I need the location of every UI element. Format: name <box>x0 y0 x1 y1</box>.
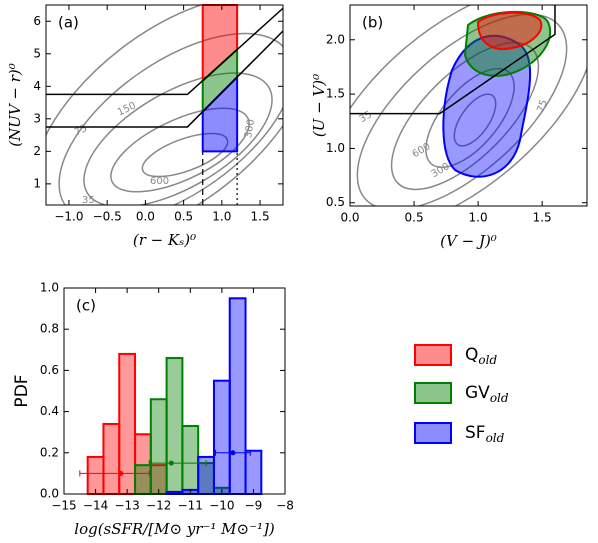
x-tick-label: −13 <box>114 499 139 513</box>
y-tick-label: 5 <box>33 46 41 60</box>
x-tick-label: 1.0 <box>469 211 488 225</box>
mean-point <box>230 450 236 456</box>
y-tick-label: 3 <box>33 111 41 125</box>
y-tick-label: 0.2 <box>40 445 59 459</box>
x-tick-label: 1.5 <box>533 211 552 225</box>
y-tick-label: 4 <box>33 79 41 93</box>
y-tick-label: 0.4 <box>40 404 59 418</box>
sf-region <box>442 34 532 178</box>
y-tick-label: 0.6 <box>40 363 59 377</box>
legend-label: SFold <box>465 423 505 445</box>
legend-name: GV <box>465 383 490 403</box>
q-region <box>476 11 543 50</box>
x-tick-label: −14 <box>83 499 108 513</box>
x-tick-label: 1.5 <box>251 210 270 224</box>
contour-label: 600 <box>150 176 169 187</box>
y-tick-label: 1.0 <box>326 141 345 155</box>
density-contours-a <box>46 5 283 205</box>
plot-area <box>46 4 284 205</box>
histogram-bar <box>86 455 105 496</box>
contour-label: 300 <box>243 118 257 139</box>
x-tick-label: 0.5 <box>174 210 193 224</box>
legend-name: Q <box>465 345 478 365</box>
x-tick-label: −0.5 <box>93 210 122 224</box>
boundary-line <box>350 5 556 115</box>
y-axis-label: PDF <box>12 374 32 407</box>
legend-label: Qold <box>465 345 497 367</box>
x-axis-label: (V − J)⁰ <box>440 232 497 250</box>
x-tick-label: 0.0 <box>340 211 359 225</box>
y-axis-label: (U − V)⁰ <box>310 74 328 137</box>
y-tick-label: 1 <box>33 176 41 190</box>
legend-subscript: old <box>478 353 497 367</box>
plot-area <box>79 297 263 496</box>
axes-frame <box>349 4 588 207</box>
legend-name: SF <box>465 423 486 443</box>
panel-label: (c) <box>76 297 96 315</box>
y-tick-label: 1.0 <box>40 281 59 295</box>
legend-subscript: old <box>490 391 509 405</box>
histogram-bar <box>149 398 168 495</box>
x-tick-label: −15 <box>51 499 76 513</box>
contour-label: 75 <box>535 98 550 114</box>
legend-swatch <box>414 382 452 404</box>
legend-swatch <box>414 422 452 444</box>
x-axis-label: (r − Kₛ)⁰ <box>133 231 196 249</box>
plot-area <box>350 5 556 115</box>
x-tick-label: −10 <box>209 499 234 513</box>
y-tick-label: 2 <box>33 144 41 158</box>
y-tick-label: 1.5 <box>326 87 345 101</box>
contour-label: 600 <box>411 141 433 160</box>
contour-label: 300 <box>430 161 452 180</box>
legend-subscript: old <box>486 431 505 445</box>
y-tick-label: 0.8 <box>40 322 59 336</box>
boundary-line <box>46 30 284 128</box>
mean-point <box>168 460 174 466</box>
x-tick-label: 0.5 <box>405 211 424 225</box>
density-contours-b <box>350 5 587 206</box>
x-tick-label: −8 <box>276 499 294 513</box>
x-tick-label: 0.0 <box>136 210 155 224</box>
histogram-bar <box>212 379 231 496</box>
legend-swatch <box>414 344 452 366</box>
y-tick-label: 6 <box>33 14 41 28</box>
x-tick-label: −11 <box>178 499 203 513</box>
x-axis-label: log(sSFR/[M⊙ yr⁻¹ M⊙⁻¹]) <box>74 520 275 538</box>
legend-label: GVold <box>465 383 509 405</box>
axes-frame <box>45 4 284 206</box>
contour-label: 35 <box>358 109 375 125</box>
histogram-bar <box>181 425 200 495</box>
histogram-bar <box>244 449 263 495</box>
boundary-line <box>46 7 284 96</box>
x-tick-label: −9 <box>245 499 263 513</box>
y-tick-label: 2.0 <box>326 32 345 46</box>
histogram-bar <box>165 357 184 496</box>
histogram-bar <box>228 297 247 495</box>
axes-frame <box>63 287 286 495</box>
y-axis-label: (NUV − r)⁰ <box>6 63 24 147</box>
histogram-bar <box>134 464 152 496</box>
x-tick-label: −12 <box>146 499 171 513</box>
x-tick-label: −1.0 <box>54 210 83 224</box>
y-tick-label: 0.5 <box>326 195 345 209</box>
panel-label: (b) <box>362 14 383 32</box>
x-tick-label: 1.0 <box>212 210 231 224</box>
panel-label: (a) <box>58 14 79 32</box>
contour-label: 35 <box>82 195 95 206</box>
y-tick-label: 0.0 <box>40 487 59 501</box>
histogram-bar <box>102 422 121 495</box>
mean-point <box>118 470 124 476</box>
